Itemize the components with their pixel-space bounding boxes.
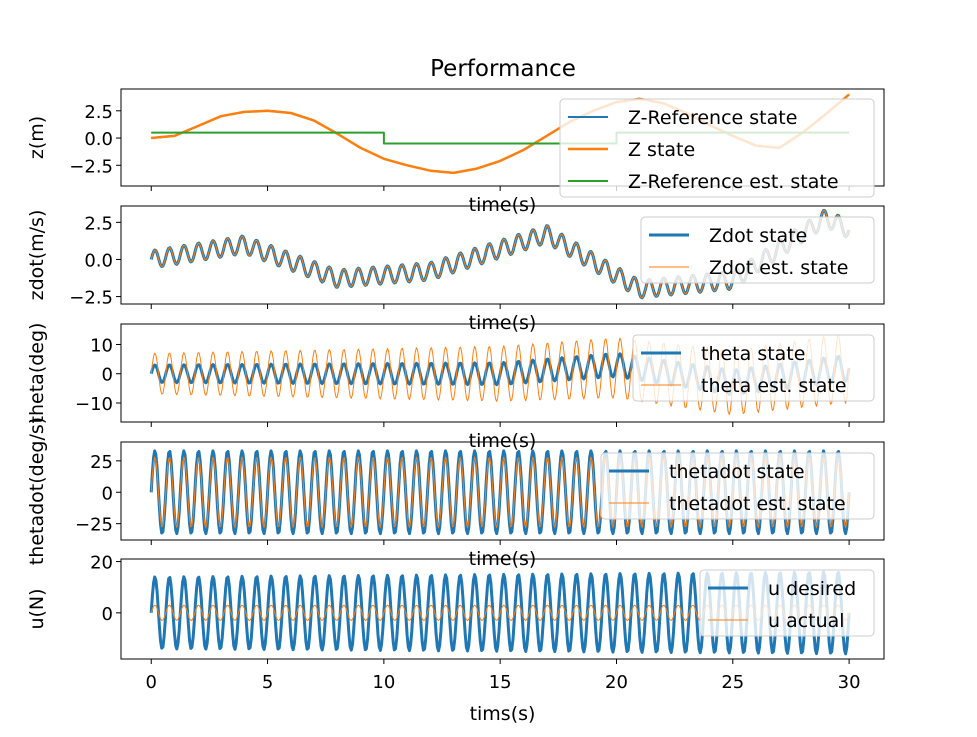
x-tick-label: 10 <box>372 672 395 693</box>
y-tick-label: 20 <box>90 553 113 574</box>
y-tick-label: −10 <box>75 394 113 415</box>
axes-frame <box>120 558 885 660</box>
figure-title: Performance <box>430 56 576 82</box>
legend: theta state theta est. state <box>632 334 875 402</box>
x-tick-label: 0 <box>146 672 157 693</box>
y-tick-label: 0 <box>102 604 113 625</box>
y-axis-label: u(N) <box>26 588 48 629</box>
legend-label: Zdot est. state <box>709 257 848 279</box>
legend-box <box>640 216 875 284</box>
legend-label: Z-Reference state <box>628 107 797 129</box>
legend-label: theta state <box>701 343 805 365</box>
y-axis-label: theta(deg) <box>26 323 48 424</box>
y-tick-label: 0.0 <box>84 129 113 150</box>
y-tick-label: −25 <box>75 515 113 536</box>
x-axis-label: time(s) <box>469 430 537 452</box>
x-tick-label: 15 <box>489 672 512 693</box>
legend-box <box>632 334 875 402</box>
x-tick-label: 20 <box>605 672 628 693</box>
y-tick-label: 0.0 <box>84 250 113 271</box>
legend: u desired u actual <box>699 569 875 637</box>
x-axis-label: tims(s) <box>470 703 536 725</box>
y-tick-label: 0 <box>102 483 113 504</box>
subplot-stack: 2.5 0.0 −2.5 time(s) z(m) Z-Reference state Z … <box>26 88 885 725</box>
y-tick-label: 2.5 <box>84 213 113 234</box>
legend-label: thetadot est. state <box>669 493 846 515</box>
x-tick-label: 5 <box>262 672 273 693</box>
y-tick-label: 10 <box>90 335 113 356</box>
legend: Z-Reference state Z state Z-Reference est.… <box>559 98 875 198</box>
legend-label: Z state <box>628 139 695 161</box>
legend: thetadot state thetadot est. state <box>600 452 875 520</box>
y-tick-label: −2.5 <box>69 288 113 309</box>
x-tick-label: 25 <box>721 672 744 693</box>
axes-frame <box>120 88 885 187</box>
legend-label: Zdot state <box>709 225 807 247</box>
y-axis-label: z(m) <box>26 116 48 159</box>
y-tick-label: 25 <box>90 452 113 473</box>
axes-frame <box>120 205 885 305</box>
legend-label: thetadot state <box>669 461 805 483</box>
legend-box <box>559 98 875 198</box>
legend-label: u desired <box>768 578 856 600</box>
x-axis-label: time(s) <box>469 194 537 216</box>
subplot-5: 20 0 0 5 10 15 20 25 30 tims(s) u(N) u desired u act… <box>26 553 885 725</box>
legend-label: Z-Reference est. state <box>628 171 839 193</box>
subplot-4: 25 0 −25 time(s) thetadot(deg/s) thetadot sta… <box>26 417 885 570</box>
y-axis-label: thetadot(deg/s) <box>26 417 48 565</box>
y-axis-label: zdot(m/s) <box>26 210 48 301</box>
y-tick-label: 2.5 <box>84 102 113 123</box>
y-tick-label: −2.5 <box>69 156 113 177</box>
axes-frame <box>120 441 885 541</box>
legend: Zdot state Zdot est. state <box>640 216 875 284</box>
axes-frame <box>120 323 885 423</box>
y-tick-label: 0 <box>102 365 113 386</box>
x-axis-label: time(s) <box>469 312 537 334</box>
legend-label: theta est. state <box>701 375 847 397</box>
x-tick-label: 30 <box>838 672 861 693</box>
subplot-1: 2.5 0.0 −2.5 time(s) z(m) Z-Reference state Z … <box>26 88 885 216</box>
legend-label: u actual <box>768 610 845 632</box>
legend-box <box>600 452 875 520</box>
